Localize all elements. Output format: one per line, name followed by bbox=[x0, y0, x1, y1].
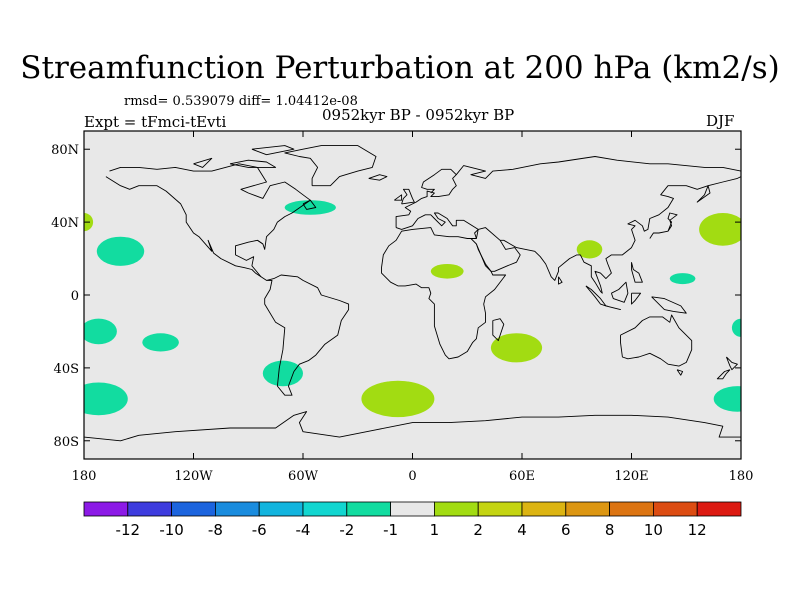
coastline-layer bbox=[84, 145, 741, 442]
coastline-8 bbox=[381, 212, 507, 360]
colorbar-swatch-8 bbox=[433, 501, 479, 517]
anomaly-region-10 bbox=[84, 382, 128, 416]
colorbar-label-2: -8 bbox=[208, 521, 223, 539]
anomaly-region-8 bbox=[142, 333, 179, 352]
lon-tick-label-6: 180 bbox=[729, 469, 754, 484]
colorbar-label-6: -1 bbox=[383, 521, 398, 539]
lat-tick-label-0: 80N bbox=[51, 143, 79, 158]
colorbar-label-0: -12 bbox=[116, 521, 141, 539]
coastline-2 bbox=[105, 176, 262, 278]
coastline-9 bbox=[492, 318, 505, 342]
lon-tick-label-5: 120E bbox=[614, 469, 648, 484]
coastline-17 bbox=[631, 292, 642, 305]
coastline-0 bbox=[109, 163, 350, 396]
colorbar-label-7: 1 bbox=[430, 521, 440, 539]
coastline-5 bbox=[455, 156, 741, 179]
colorbar-swatch-12 bbox=[609, 501, 654, 517]
anomaly-region-13 bbox=[713, 386, 741, 412]
stats-line: rmsd= 0.539079 diff= 1.04412e-08 bbox=[124, 94, 358, 109]
anomaly-region-7 bbox=[84, 318, 117, 345]
colorbar-swatch-7 bbox=[390, 501, 435, 517]
coastline-20 bbox=[620, 314, 693, 367]
coastline-16 bbox=[610, 281, 629, 303]
colorbar-label-4: -4 bbox=[296, 521, 311, 539]
colorbar-swatch-9 bbox=[477, 501, 523, 517]
anomaly-region-14 bbox=[731, 318, 741, 337]
coastline-27 bbox=[251, 145, 295, 156]
colorbar-swatch-0 bbox=[83, 501, 129, 517]
coastline-15 bbox=[605, 305, 621, 311]
colorbar-swatch-13 bbox=[653, 501, 698, 517]
colorbar-label-13: 12 bbox=[688, 521, 707, 539]
lon-tick-label-3: 0 bbox=[408, 469, 416, 484]
colorbar-label-12: 10 bbox=[644, 521, 663, 539]
colorbar-swatch-4 bbox=[258, 501, 304, 517]
anomaly-region-4 bbox=[576, 240, 603, 259]
coastline-21 bbox=[676, 369, 684, 376]
coastline-29 bbox=[302, 199, 317, 210]
colorbar-swatch-14 bbox=[696, 501, 742, 517]
lat-tick-label-2: 0 bbox=[71, 289, 79, 304]
colorbar-swatch-3 bbox=[214, 501, 260, 517]
colorbar-swatch-6 bbox=[346, 501, 391, 517]
season-label: DJF bbox=[706, 112, 735, 130]
lon-tick-label-2: 60W bbox=[288, 469, 319, 484]
coastline-11 bbox=[500, 176, 741, 294]
coastline-23 bbox=[716, 369, 731, 380]
anomaly-region-1 bbox=[96, 236, 145, 266]
anomaly-region-11 bbox=[361, 380, 435, 418]
coastline-10 bbox=[475, 227, 521, 272]
coastline-1 bbox=[257, 239, 264, 245]
colorbar-label-1: -10 bbox=[159, 521, 184, 539]
coastline-13 bbox=[649, 212, 678, 239]
experiment-label: Expt = tFmci-tEvti bbox=[84, 113, 227, 131]
colorbar-label-9: 4 bbox=[517, 521, 527, 539]
coastline-28 bbox=[193, 157, 213, 168]
colorbar-swatch-10 bbox=[521, 501, 567, 517]
anomaly-region-12 bbox=[490, 333, 543, 363]
colorbar: -12 -10 -8 -6 -4 -2 -1 1 2 4 6 8 10 12 bbox=[83, 501, 742, 539]
anomaly-region-2 bbox=[284, 200, 336, 215]
coastline-18 bbox=[651, 296, 687, 314]
lat-tick-label-3: 40S bbox=[54, 362, 79, 377]
coastline-22 bbox=[725, 356, 738, 371]
lon-tick-label-4: 60E bbox=[509, 469, 535, 484]
coastline-24 bbox=[84, 411, 741, 442]
coastline-19 bbox=[631, 262, 643, 283]
lon-tick-label-0: 180 bbox=[72, 469, 97, 484]
coastline-3 bbox=[284, 145, 377, 187]
colorbar-swatch-2 bbox=[171, 501, 216, 517]
anomaly-layer bbox=[84, 200, 741, 418]
period-label: 0952kyr BP - 0952kyr BP bbox=[322, 106, 515, 124]
coastline-6 bbox=[401, 188, 415, 205]
axis-ticks: 180 120W 60W 0 60E 120E 180 80N 40N 0 40S 80S bbox=[51, 131, 753, 484]
lat-tick-label-4: 80S bbox=[54, 435, 79, 450]
anomaly-region-9 bbox=[262, 360, 303, 387]
anomaly-region-5 bbox=[699, 213, 741, 246]
coastline-12 bbox=[558, 276, 563, 285]
anomaly-region-6 bbox=[669, 273, 696, 285]
colorbar-label-11: 8 bbox=[605, 521, 615, 539]
plot-title: Streamfunction Perturbation at 200 hPa (… bbox=[20, 50, 780, 86]
colorbar-label-5: -2 bbox=[339, 521, 354, 539]
lon-tick-label-1: 120W bbox=[174, 469, 213, 484]
colorbar-swatch-5 bbox=[302, 501, 348, 517]
colorbar-label-10: 6 bbox=[561, 521, 571, 539]
coastline-4 bbox=[395, 168, 457, 228]
colorbar-swatch-11 bbox=[565, 501, 610, 517]
coastline-25 bbox=[368, 174, 388, 181]
lat-tick-label-1: 40N bbox=[51, 216, 79, 231]
colorbar-label-3: -6 bbox=[252, 521, 267, 539]
colorbar-label-8: 2 bbox=[473, 521, 483, 539]
anomaly-region-3 bbox=[430, 264, 464, 279]
colorbar-swatch-1 bbox=[127, 501, 173, 517]
coastline-7 bbox=[394, 194, 403, 201]
coastline-26 bbox=[229, 159, 277, 168]
